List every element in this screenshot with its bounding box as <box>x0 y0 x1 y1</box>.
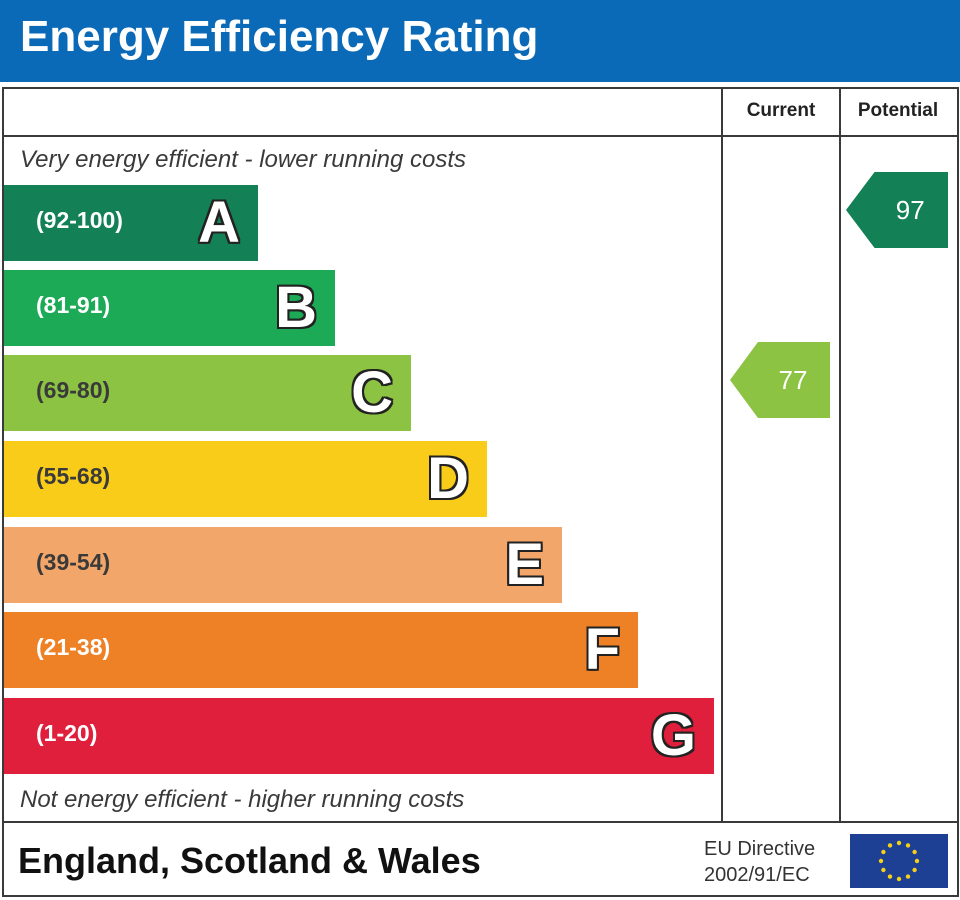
potential-rating-arrow: 97 <box>846 172 948 248</box>
current-column-header: Current <box>746 100 816 121</box>
band-range-label: (92-100) <box>36 207 123 233</box>
eu-star <box>905 874 911 879</box>
current-column-divider <box>721 87 723 823</box>
eu-star <box>912 849 917 855</box>
potential-rating-value: 97 <box>895 195 925 225</box>
top-note: Very energy efficient - lower running co… <box>20 146 466 173</box>
band-letter: F <box>584 617 620 682</box>
eu-star <box>878 858 884 864</box>
eu-directive-line2: 2002/91/EC <box>704 864 810 886</box>
potential-column-header: Potential <box>857 100 939 121</box>
region-label: England, Scotland & Wales <box>18 840 481 881</box>
eu-flag-icon <box>850 834 948 888</box>
current-rating-value: 77 <box>778 365 808 395</box>
eu-star <box>912 867 917 873</box>
eu-stars <box>878 840 920 882</box>
band-range-label: (39-54) <box>36 549 111 575</box>
band-c: (69-80) C <box>4 355 411 431</box>
eu-star <box>881 867 886 873</box>
band-letter: G <box>650 703 696 768</box>
bottom-note: Not energy efficient - higher running co… <box>20 786 465 813</box>
eu-star <box>905 843 911 848</box>
band-g: (1-20) G <box>4 698 714 774</box>
band-range-label: (55-68) <box>36 463 111 489</box>
band-a: (92-100) A <box>4 185 258 261</box>
potential-column-divider <box>839 87 841 823</box>
eu-star <box>896 876 902 882</box>
current-rating-arrow: 77 <box>730 342 830 418</box>
band-range-label: (1-20) <box>36 720 98 746</box>
band-e: (39-54) E <box>4 527 562 603</box>
eu-star <box>887 874 893 879</box>
band-range-label: (21-38) <box>36 634 111 660</box>
band-letter: D <box>427 446 469 511</box>
band-letter: C <box>351 360 393 425</box>
band-letter: E <box>505 532 544 597</box>
eu-star <box>896 840 902 846</box>
header-row-divider <box>2 135 959 137</box>
band-d: (55-68) D <box>4 441 487 517</box>
chart-title: Energy Efficiency Rating <box>20 12 539 61</box>
band-range-label: (69-80) <box>36 377 111 403</box>
footer-divider <box>2 821 959 823</box>
band-range-label: (81-91) <box>36 292 111 318</box>
band-letter: B <box>275 275 317 340</box>
eu-star <box>887 843 893 848</box>
band-b: (81-91) B <box>4 270 335 346</box>
header-bar: Energy Efficiency Rating <box>0 0 960 82</box>
band-f: (21-38) F <box>4 612 638 688</box>
eu-star <box>881 849 886 855</box>
eu-directive-line1: EU Directive <box>704 838 816 860</box>
eu-star <box>914 858 920 864</box>
chart-frame <box>2 87 959 897</box>
band-letter: A <box>198 190 240 255</box>
